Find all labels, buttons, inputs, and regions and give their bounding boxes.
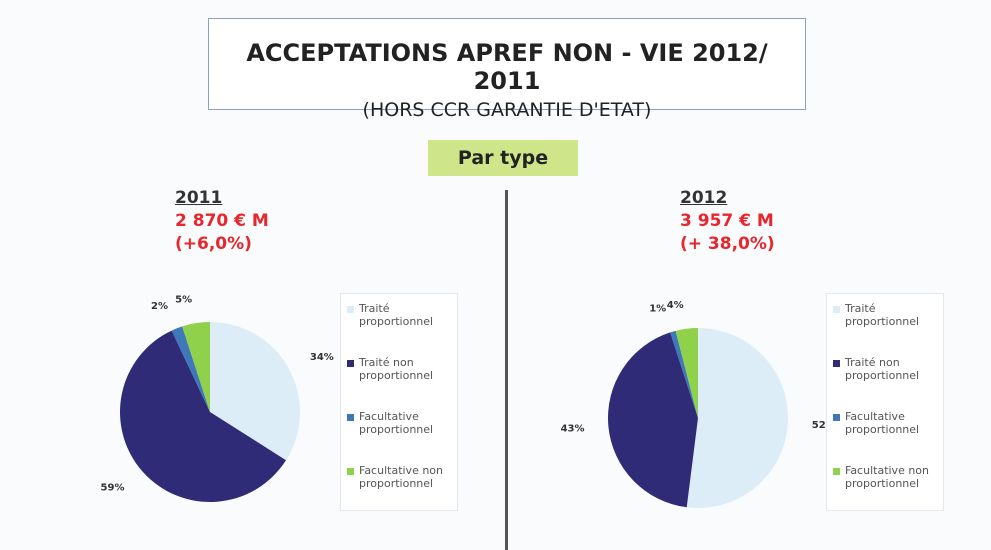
value-label: 43%: [561, 424, 585, 435]
legend-item: Traité non proportionnel: [341, 348, 457, 402]
legend-label: Facultative non proportionnel: [359, 464, 444, 490]
legend: Traité proportionnel Traité non proportio…: [826, 293, 944, 511]
legend-swatch: [347, 414, 354, 421]
legend-item: Facultative proportionnel: [341, 402, 457, 456]
legend-swatch: [347, 468, 354, 475]
value-label: 5%: [175, 294, 192, 305]
legend-label: Traité non proportionnel: [845, 356, 920, 382]
legend-swatch: [347, 360, 354, 367]
value-label: 4%: [667, 300, 684, 311]
pie-slice: [670, 330, 698, 418]
pie-slice: [210, 322, 300, 461]
legend-item: Facultative proportionnel: [827, 402, 943, 456]
legend-label: Facultative non proportionnel: [845, 464, 930, 490]
pie-slice: [171, 326, 210, 412]
legend-label: Traité proportionnel: [359, 302, 434, 328]
slide-subtitle: (HORS CCR GARANTIE D'ETAT): [362, 99, 652, 121]
legend-item: Facultative non proportionnel: [827, 456, 943, 510]
value-label: 34%: [310, 352, 334, 363]
legend-swatch: [833, 414, 840, 421]
legend-swatch: [347, 306, 354, 313]
value-label: 52%: [812, 420, 836, 431]
pie-slice: [608, 332, 698, 508]
legend-swatch: [833, 468, 840, 475]
legend-item: Traité proportionnel: [341, 294, 457, 348]
legend-label: Traité proportionnel: [845, 302, 920, 328]
legend-label: Traité non proportionnel: [359, 356, 434, 382]
legend-label: Facultative proportionnel: [845, 410, 920, 436]
pie-slice: [686, 328, 789, 508]
value-label: 2%: [151, 301, 168, 312]
chart-annotation: (+ 38,0%): [680, 234, 775, 254]
legend-label: Facultative proportionnel: [359, 410, 434, 436]
pie-slice: [120, 330, 286, 502]
legend-item: Traité proportionnel: [827, 294, 943, 348]
chart-subtitle: 3 957 € M: [680, 211, 774, 231]
pie-slice: [675, 328, 698, 418]
value-label: 1%: [649, 304, 666, 315]
chart-annotation: (+6,0%): [175, 234, 252, 254]
legend: Traité proportionnel Traité non proportio…: [340, 293, 458, 511]
value-label: 59%: [101, 482, 125, 493]
title-box: ACCEPTATIONS APREF NON - VIE 2012/ 2011 …: [208, 18, 806, 121]
legend-item: Facultative non proportionnel: [341, 456, 457, 510]
badge: Par type: [428, 140, 578, 176]
divider: [505, 190, 508, 550]
legend-item: Traité non proportionnel: [827, 348, 943, 402]
slide-title: ACCEPTATIONS APREF NON - VIE 2012/ 2011: [246, 39, 768, 95]
legend-swatch: [833, 360, 840, 367]
chart-title: 2011: [175, 188, 223, 208]
chart-title: 2012: [680, 188, 728, 208]
legend-swatch: [833, 306, 840, 313]
pie-slice: [182, 322, 210, 412]
chart-subtitle: 2 870 € M: [175, 211, 269, 231]
